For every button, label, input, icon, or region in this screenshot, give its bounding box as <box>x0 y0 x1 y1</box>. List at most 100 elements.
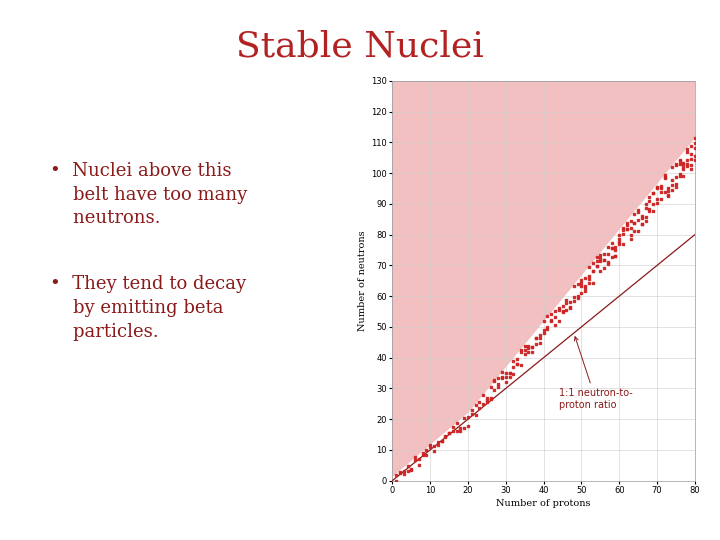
Point <box>553 306 564 315</box>
Point <box>447 427 459 435</box>
Point <box>625 217 636 226</box>
Point <box>534 330 546 339</box>
Text: •  They tend to decay
    by emitting beta
    particles.: • They tend to decay by emitting beta pa… <box>50 275 246 341</box>
Point <box>500 378 512 387</box>
Point <box>534 334 546 343</box>
Point <box>526 343 538 352</box>
Point <box>549 321 561 329</box>
Point <box>420 446 432 455</box>
Point <box>647 207 659 215</box>
Point <box>439 433 451 442</box>
Point <box>644 193 655 201</box>
Point <box>621 225 633 233</box>
Point <box>652 195 663 204</box>
Point <box>451 427 462 435</box>
Point <box>568 297 580 306</box>
Point <box>689 144 701 153</box>
Point <box>602 258 613 266</box>
Point <box>670 180 682 188</box>
Point <box>410 456 421 464</box>
Point <box>541 322 553 331</box>
Point <box>420 451 432 460</box>
Point <box>606 253 618 261</box>
Point <box>625 231 636 240</box>
Point <box>617 240 629 249</box>
Point <box>538 316 549 325</box>
Point <box>678 160 689 168</box>
Point <box>466 406 477 414</box>
Point <box>621 221 633 230</box>
Text: 1:1 neutron-to-
proton ratio: 1:1 neutron-to- proton ratio <box>559 337 632 410</box>
Point <box>595 250 606 259</box>
Point <box>697 150 708 158</box>
Point <box>519 341 531 350</box>
Point <box>652 183 663 192</box>
Point <box>587 266 598 275</box>
Point <box>531 339 542 348</box>
Point <box>492 380 504 388</box>
Point <box>402 467 413 476</box>
Point <box>557 302 568 310</box>
Point <box>595 254 606 262</box>
Point <box>610 252 621 261</box>
Point <box>580 273 591 282</box>
Point <box>610 242 621 251</box>
Point <box>405 465 417 474</box>
Point <box>667 181 678 190</box>
Point <box>546 310 557 319</box>
Point <box>693 140 704 149</box>
Point <box>647 188 659 197</box>
Point <box>617 230 629 238</box>
Point <box>489 376 500 384</box>
Point <box>511 360 523 369</box>
Point <box>644 205 655 213</box>
Point <box>557 306 568 315</box>
Point <box>444 428 455 437</box>
Point <box>564 298 576 307</box>
Point <box>538 329 549 338</box>
Point <box>602 259 613 268</box>
Point <box>659 173 670 182</box>
Point <box>516 346 527 354</box>
Point <box>606 244 618 252</box>
Point <box>583 275 595 284</box>
Point <box>398 467 410 476</box>
Point <box>439 432 451 441</box>
Point <box>466 410 477 418</box>
Point <box>432 441 444 450</box>
Point <box>629 218 640 227</box>
Point <box>693 150 704 158</box>
Point <box>693 133 704 142</box>
Point <box>402 461 413 470</box>
Point <box>662 184 674 192</box>
Point <box>632 208 644 217</box>
Point <box>632 215 644 224</box>
Point <box>598 256 610 265</box>
Point <box>496 368 508 377</box>
Point <box>500 369 512 377</box>
Point <box>395 468 406 476</box>
Point <box>701 143 712 152</box>
Point <box>655 187 667 196</box>
Point <box>459 423 470 432</box>
Point <box>681 156 693 165</box>
Point <box>591 253 603 261</box>
Point <box>655 195 667 204</box>
Point <box>693 139 704 148</box>
Point <box>564 302 576 311</box>
Point <box>640 204 652 212</box>
Point <box>662 191 674 199</box>
Point <box>674 156 685 164</box>
Point <box>390 476 402 485</box>
Point <box>508 369 519 378</box>
Point <box>667 163 678 171</box>
Point <box>625 224 636 233</box>
Point <box>701 120 712 129</box>
Point <box>413 455 425 463</box>
Point <box>598 256 610 265</box>
Point <box>413 460 425 469</box>
Point <box>610 246 621 254</box>
Point <box>561 295 572 304</box>
Point <box>678 163 689 171</box>
Point <box>655 184 667 192</box>
